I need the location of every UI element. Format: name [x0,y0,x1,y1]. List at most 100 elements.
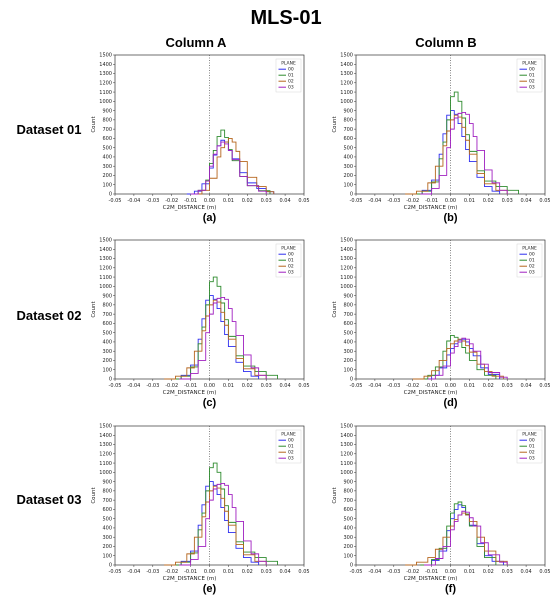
legend-entry: 03 [288,270,294,276]
panel-caption: (c) [203,397,217,409]
y-tick-label: 500 [343,516,353,522]
legend-entry: 00 [529,252,535,258]
y-tick-label: 600 [343,321,353,327]
y-tick-label: 600 [343,507,353,513]
y-tick-label: 1000 [340,470,353,476]
panel-caption: (b) [443,212,457,224]
x-tick-label: 0.02 [483,383,494,389]
x-tick-label: 0.01 [464,569,475,575]
x-tick-label: 0.01 [464,198,475,204]
y-tick-label: 0 [350,377,353,383]
x-tick-label: -0.02 [406,383,419,389]
x-tick-label: -0.01 [425,569,438,575]
y-tick-label: 1400 [340,247,353,253]
legend-entry: 01 [529,258,535,264]
y-tick-label: 1200 [99,81,112,87]
y-tick-label: 300 [343,349,353,355]
legend-entry: 02 [288,264,294,270]
x-tick-label: -0.03 [146,198,159,204]
x-tick-label: 0.03 [502,198,513,204]
y-tick-label: 900 [343,293,353,299]
y-tick-label: 100 [102,182,112,188]
x-tick-label: -0.03 [387,198,400,204]
y-tick-label: 700 [343,498,353,504]
legend-title: PLANE [281,432,296,438]
x-tick-label: 0.03 [261,198,272,204]
x-tick-label: 0.00 [445,569,456,575]
y-tick-label: 800 [102,489,112,495]
chart-panel-b: 0100200300400500600700800900100011001200… [332,53,550,224]
y-tick-label: 700 [102,498,112,504]
x-tick-label: -0.03 [387,569,400,575]
y-tick-label: 1400 [99,433,112,439]
x-tick-label: 0.03 [502,569,513,575]
y-tick-label: 1500 [99,424,112,430]
legend-entry: 00 [288,252,294,258]
x-axis-label: C2M_DISTANCE (m) [404,390,458,396]
y-tick-label: 800 [343,303,353,309]
x-tick-label: -0.04 [368,383,381,389]
y-tick-label: 1100 [340,90,353,96]
y-tick-label: 300 [343,164,353,170]
row-label-dataset-02: Dataset 02 [16,308,81,323]
y-tick-label: 200 [343,358,353,364]
series-line-plane-00 [171,295,260,380]
x-tick-label: 0.01 [223,569,234,575]
x-axis-label: C2M_DISTANCE (m) [404,205,458,211]
y-tick-label: 200 [102,358,112,364]
y-tick-label: 900 [102,479,112,485]
row-label-dataset-03: Dataset 03 [16,492,81,507]
x-tick-label: 0.04 [280,198,291,204]
y-tick-label: 1200 [340,266,353,272]
series-line-plane-03 [424,510,508,566]
series-line-plane-00 [186,139,275,195]
x-tick-label: 0.01 [223,198,234,204]
y-tick-label: 1100 [340,461,353,467]
x-tick-label: -0.01 [184,383,197,389]
y-axis-label: Count [332,486,338,503]
y-axis-label: Count [91,115,97,132]
x-tick-label: 0.02 [242,569,253,575]
legend-entry: 02 [288,450,294,456]
chart-panel-d: 0100200300400500600700800900100011001200… [332,238,550,409]
panels: 0100200300400500600700800900100011001200… [91,53,550,595]
legend-entry: 03 [529,85,535,91]
y-tick-label: 0 [350,563,353,569]
y-tick-label: 900 [343,479,353,485]
x-tick-label: -0.05 [350,383,363,389]
y-tick-label: 1300 [99,71,112,77]
y-tick-label: 400 [343,526,353,532]
x-tick-label: 0.01 [223,383,234,389]
series-line-plane-01 [190,129,271,195]
x-tick-label: -0.02 [165,383,178,389]
legend-entry: 03 [288,85,294,91]
y-tick-label: 400 [102,155,112,161]
y-tick-label: 300 [343,535,353,541]
legend-entry: 01 [288,258,294,264]
legend-entry: 00 [529,438,535,444]
legend-entry: 00 [288,67,294,73]
y-tick-label: 1100 [99,275,112,281]
x-tick-label: -0.02 [165,198,178,204]
figure-title: MLS-01 [250,7,321,29]
y-tick-label: 500 [343,145,353,151]
x-tick-label: 0.04 [521,198,532,204]
x-tick-label: 0.01 [464,383,475,389]
y-tick-label: 1300 [99,256,112,262]
y-tick-label: 600 [102,136,112,142]
legend-entry: 01 [288,444,294,450]
y-tick-label: 100 [343,367,353,373]
legend-entry: 02 [288,79,294,85]
panel-caption: (d) [443,397,457,409]
y-tick-label: 900 [343,108,353,114]
x-tick-label: -0.01 [184,569,197,575]
x-tick-label: -0.04 [127,198,140,204]
y-tick-label: 500 [102,516,112,522]
y-tick-label: 800 [343,489,353,495]
x-tick-label: 0.05 [298,383,309,389]
x-tick-label: 0.05 [298,569,309,575]
y-tick-label: 1500 [340,53,353,59]
